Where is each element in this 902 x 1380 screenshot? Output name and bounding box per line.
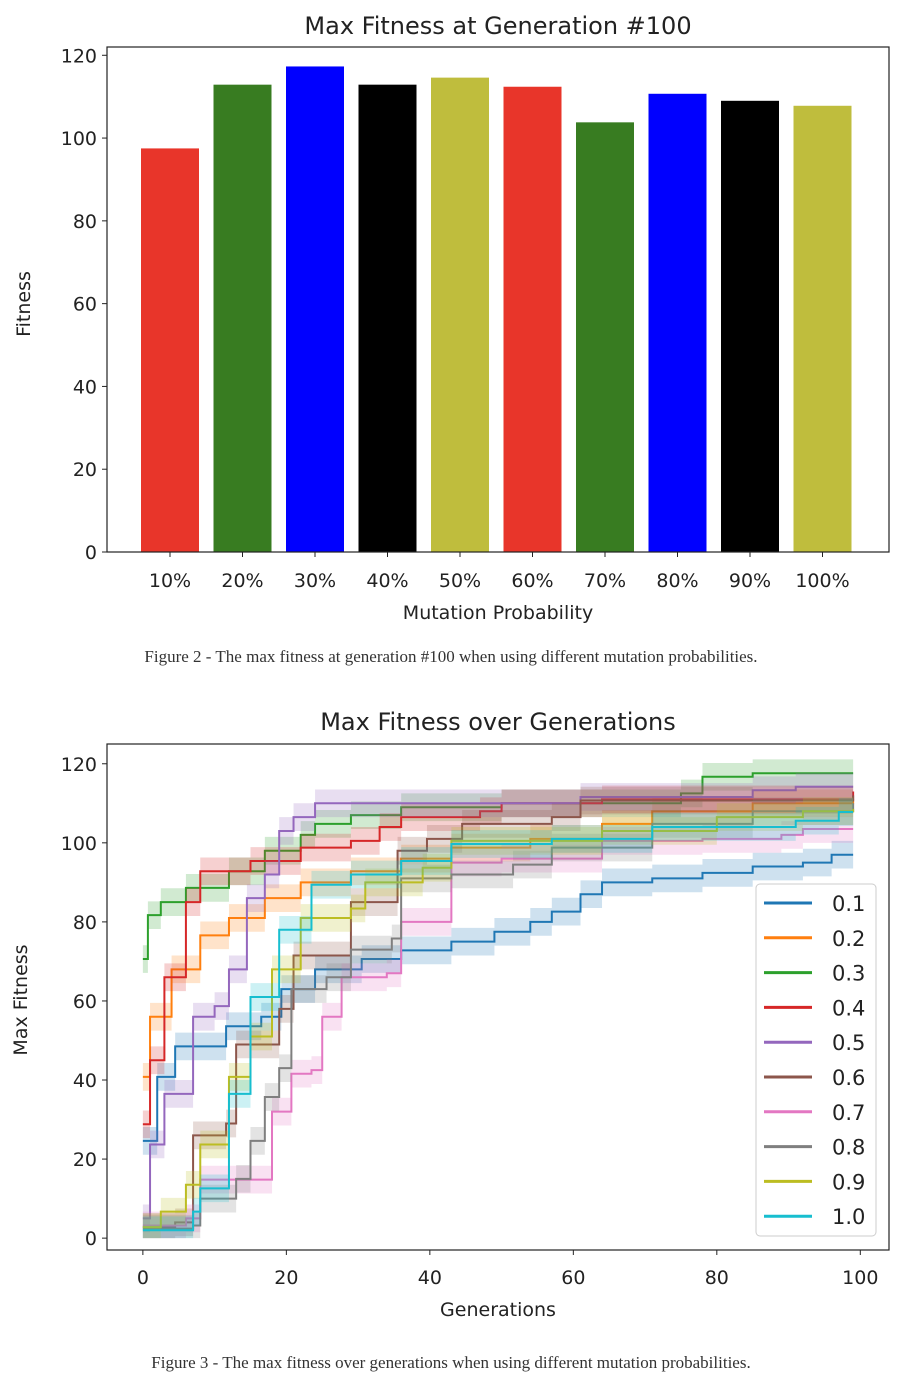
bar-chart-title: Max Fitness at Generation #100 bbox=[304, 12, 691, 40]
series-line-0.3 bbox=[142, 772, 854, 961]
series-line-0.4 bbox=[142, 791, 855, 1126]
bar-90% bbox=[721, 100, 779, 553]
bar-marks bbox=[141, 66, 852, 553]
figure-2-caption: Figure 2 - The max fitness at generation… bbox=[144, 647, 757, 666]
x-tick-label: 30% bbox=[294, 570, 336, 592]
y-tick-label: 60 bbox=[73, 991, 97, 1013]
y-tick-label: 120 bbox=[61, 45, 97, 67]
x-tick-label: 100 bbox=[842, 1267, 878, 1289]
x-tick-label: 20% bbox=[221, 570, 263, 592]
line-chart-title: Max Fitness over Generations bbox=[320, 708, 676, 736]
confidence-band-0.9 bbox=[142, 794, 854, 1239]
x-tick-label: 90% bbox=[729, 570, 771, 592]
bar-10% bbox=[141, 148, 199, 552]
line-chart: Max Fitness over Generations 0 20 40 60 80 10… bbox=[10, 708, 890, 1372]
y-tick-label: 40 bbox=[73, 376, 97, 398]
x-tick-label: 60% bbox=[511, 570, 553, 592]
y-tick-label: 40 bbox=[73, 1070, 97, 1092]
y-tick-label: 60 bbox=[73, 294, 97, 316]
y-tick-label: 20 bbox=[73, 1149, 97, 1171]
confidence-band-0.8 bbox=[142, 789, 854, 1239]
legend-label: 0.8 bbox=[832, 1136, 865, 1160]
x-tick-label: 20 bbox=[274, 1267, 298, 1289]
x-tick-label: 50% bbox=[439, 570, 481, 592]
series-line-0.2 bbox=[142, 799, 855, 1078]
line-x-axis-label: Generations bbox=[440, 1299, 556, 1321]
legend-label: 0.9 bbox=[832, 1170, 865, 1194]
legend-label: 0.3 bbox=[832, 962, 865, 986]
bar-40% bbox=[358, 84, 417, 552]
bar-70% bbox=[576, 122, 634, 553]
bar-20% bbox=[213, 84, 272, 552]
confidence-band-0.2 bbox=[142, 785, 854, 1091]
y-tick-label: 100 bbox=[61, 128, 97, 150]
y-tick-label: 0 bbox=[85, 1228, 97, 1250]
x-tick-label: 100% bbox=[795, 570, 849, 592]
bar-plot-frame bbox=[106, 46, 890, 553]
series-line-0.7 bbox=[142, 827, 854, 1227]
legend-label: 0.5 bbox=[832, 1031, 865, 1055]
x-tick-label: 40% bbox=[366, 570, 408, 592]
series-line-0.9 bbox=[142, 808, 855, 1229]
y-tick-label: 80 bbox=[73, 912, 97, 934]
x-tick-label: 80 bbox=[705, 1267, 729, 1289]
legend-label: 0.6 bbox=[832, 1066, 865, 1090]
x-tick-label: 80% bbox=[656, 570, 698, 592]
line-marks bbox=[142, 759, 855, 1239]
y-tick-label: 100 bbox=[61, 833, 97, 855]
x-tick-label: 70% bbox=[584, 570, 626, 592]
bar-80% bbox=[648, 93, 707, 552]
bar-x-axis-label: Mutation Probability bbox=[403, 602, 593, 624]
confidence-band-0.1 bbox=[142, 840, 854, 1155]
confidence-band-0.3 bbox=[142, 759, 854, 973]
bar-axes: 10% 20% 30% 40% 50% 60% 70% 80% 90% 100% 0 20 40 60 80… bbox=[61, 45, 850, 592]
line-y-axis-label: Max Fitness bbox=[10, 944, 32, 1055]
bar-50% bbox=[431, 77, 489, 552]
series-line-0.6 bbox=[142, 795, 855, 1229]
y-tick-label: 20 bbox=[73, 459, 97, 481]
y-tick-label: 80 bbox=[73, 211, 97, 233]
confidence-band-1.0 bbox=[142, 798, 854, 1239]
legend-label: 0.4 bbox=[832, 996, 865, 1020]
y-tick-label: 0 bbox=[85, 542, 97, 564]
x-tick-label: 0 bbox=[137, 1267, 149, 1289]
x-tick-label: 60 bbox=[561, 1267, 585, 1289]
series-line-0.1 bbox=[142, 853, 854, 1142]
legend-label: 0.1 bbox=[832, 892, 865, 916]
x-tick-label: 40 bbox=[418, 1267, 442, 1289]
figure-3-caption: Figure 3 - The max fitness over generati… bbox=[151, 1353, 750, 1372]
line-axes: 0 20 40 60 80 100 0 20 40 60 80 100 120 bbox=[61, 754, 879, 1289]
y-tick-label: 120 bbox=[61, 754, 97, 776]
bar-30% bbox=[286, 66, 344, 552]
legend-label: 0.2 bbox=[832, 927, 865, 951]
series-line-1.0 bbox=[142, 810, 854, 1232]
line-plot-frame bbox=[106, 743, 890, 1251]
bar-chart: Max Fitness at Generation #100 10% 20% 30%… bbox=[13, 12, 890, 666]
bar-y-axis-label: Fitness bbox=[13, 271, 35, 337]
bar-100% bbox=[793, 105, 852, 552]
legend: 0.1 0.2 0.3 0.4 0.5 0.6 0.7 0.8 0.9 1.0 bbox=[755, 883, 877, 1237]
series-line-0.8 bbox=[142, 803, 855, 1230]
legend-label: 1.0 bbox=[832, 1205, 865, 1229]
legend-label: 0.7 bbox=[832, 1101, 865, 1125]
x-tick-label: 10% bbox=[149, 570, 191, 592]
bar-60% bbox=[503, 86, 562, 552]
series-line-0.5 bbox=[142, 785, 854, 1220]
